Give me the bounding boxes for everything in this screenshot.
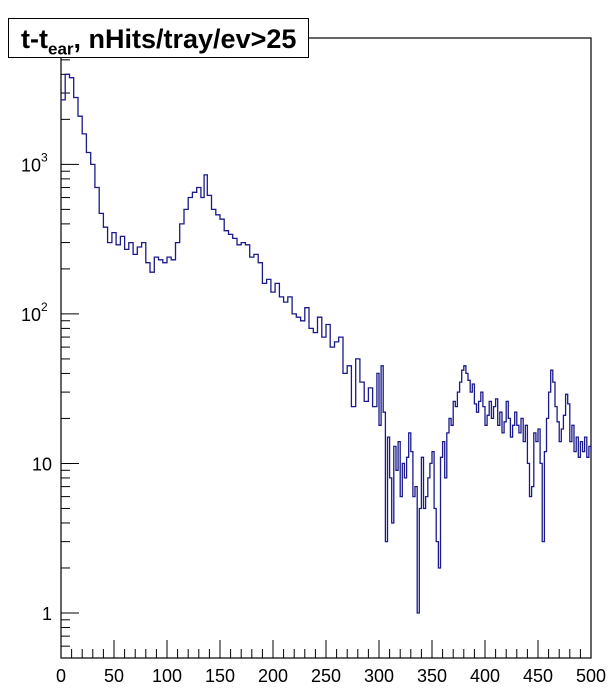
x-tick-label: 150 [205, 666, 235, 686]
y-tick-label: 1 [42, 604, 52, 624]
series-line [61, 73, 592, 614]
title-subscript: ear [47, 39, 74, 59]
plot-frame [60, 37, 592, 659]
x-axis: 0 50 100 150 200 250 300 350 400 450 500 [56, 640, 606, 686]
x-tick-label: 100 [152, 666, 182, 686]
x-tick-label: 400 [470, 666, 500, 686]
y-tick-label-base: 10 [21, 305, 41, 325]
y-tick-label-base: 10 [21, 155, 41, 175]
title-suffix: , nHits/tray/ev>25 [73, 24, 297, 54]
y-tick-label-exponent: 2 [41, 300, 48, 314]
x-tick-label: 250 [311, 666, 341, 686]
title-prefix: t-t [21, 24, 48, 54]
x-tick-label: 300 [364, 666, 394, 686]
y-tick-label-exponent: 3 [41, 150, 48, 164]
chart-title: t-tear, nHits/tray/ev>25 [8, 18, 310, 59]
x-tick-label: 350 [417, 666, 447, 686]
y-tick-label: 10 [32, 454, 52, 474]
x-tick-label: 200 [258, 666, 288, 686]
x-tick-label: 0 [56, 666, 66, 686]
x-tick-label: 50 [104, 666, 124, 686]
x-tick-label: 500 [576, 666, 606, 686]
x-tick-label: 450 [523, 666, 553, 686]
